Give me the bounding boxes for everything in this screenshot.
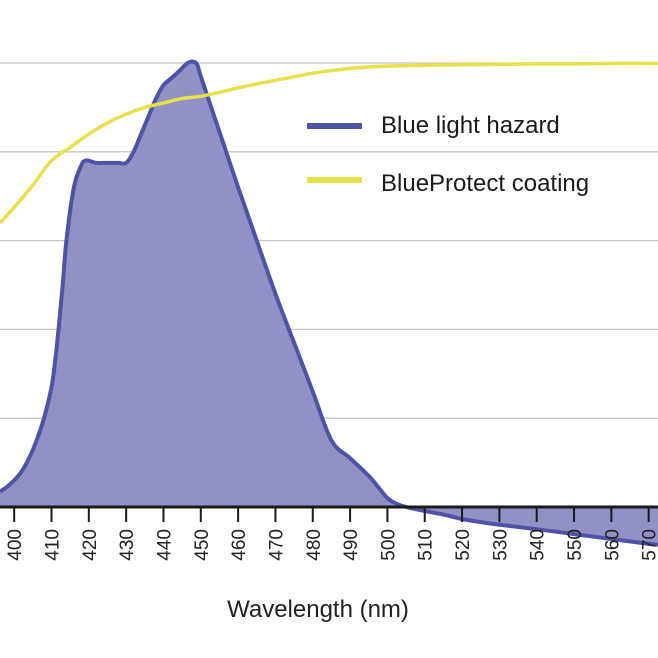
x-tick-label: 460 (229, 529, 250, 561)
x-tick-label: 520 (453, 529, 474, 561)
x-tick-label: 490 (341, 529, 362, 561)
x-tick-label: 560 (602, 529, 623, 561)
x-tick-label: 500 (378, 529, 399, 561)
x-tick-label: 470 (266, 529, 287, 561)
x-tick-label: 570 (640, 529, 658, 561)
x-tick-label: 550 (565, 529, 586, 561)
x-tick-label: 410 (43, 529, 64, 561)
legend-label-blueprotect-coating: BlueProtect coating (381, 170, 589, 197)
x-tick-label: 540 (528, 529, 549, 561)
x-tick-label: 420 (80, 529, 101, 561)
legend-label-blue-light-hazard: Blue light hazard (381, 112, 560, 139)
x-tick-label: 480 (304, 529, 325, 561)
x-tick-label: 450 (192, 529, 213, 561)
x-tick-label: 530 (490, 529, 511, 561)
x-tick-label: 400 (5, 529, 26, 561)
x-axis-ticks: 400 410 420 430 440 450 460 470 480 490 500 510 520 5… (5, 507, 658, 561)
x-tick-label: 440 (155, 529, 176, 561)
legend: Blue light hazard BlueProtect coating (307, 112, 589, 197)
x-axis-title: Wavelength (nm) (227, 596, 409, 623)
x-tick-label: 430 (117, 529, 138, 561)
x-tick-label: 510 (416, 529, 437, 561)
blue-light-hazard-area (0, 61, 658, 545)
blueprotect-coating-line (0, 61, 658, 225)
